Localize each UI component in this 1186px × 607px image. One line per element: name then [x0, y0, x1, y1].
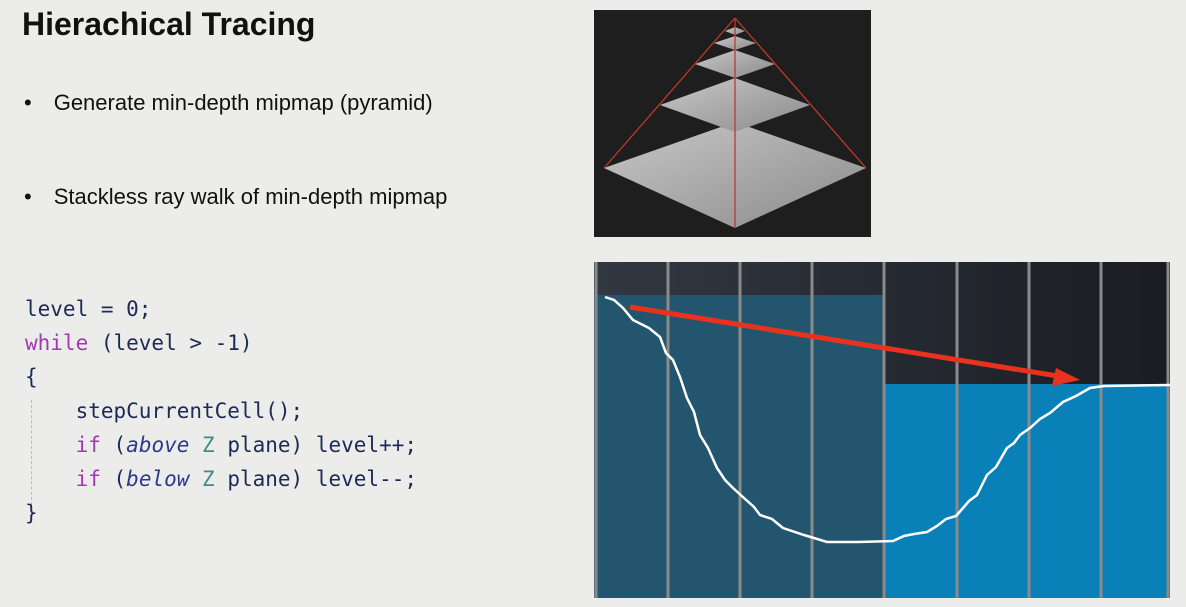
code-line: if (above Z plane) level++;	[75, 433, 417, 457]
depth-curve	[604, 295, 1170, 544]
coarse-cell-bright	[884, 384, 1170, 598]
code-line: }	[25, 501, 38, 525]
code-line: if (below Z plane) level--;	[75, 467, 417, 491]
code-line: stepCurrentCell();	[25, 399, 304, 423]
indent-guide	[31, 400, 32, 515]
ray-arrow	[629, 304, 1065, 380]
code-line: {	[25, 365, 38, 389]
ray-arrowhead	[1052, 368, 1080, 386]
bullet-text: Stackless ray walk of min-depth mipmap	[53, 184, 448, 209]
bullet-item: • Stackless ray walk of min-depth mipmap	[24, 184, 447, 210]
code-line: while (level > -1)	[25, 331, 253, 355]
mipmap-pyramid-image	[594, 10, 871, 237]
slide-title: Hierachical Tracing	[22, 6, 316, 42]
ray-march-diagram	[594, 262, 1170, 598]
bullet-dot: •	[24, 90, 32, 115]
bullet-text: Generate min-depth mipmap (pyramid)	[53, 90, 433, 115]
code-line: level = 0;	[25, 297, 152, 321]
bullet-item: • Generate min-depth mipmap (pyramid)	[24, 90, 433, 116]
bullet-dot: •	[24, 184, 32, 209]
code-block: level = 0; while (level > -1) { stepCurren…	[25, 292, 417, 530]
